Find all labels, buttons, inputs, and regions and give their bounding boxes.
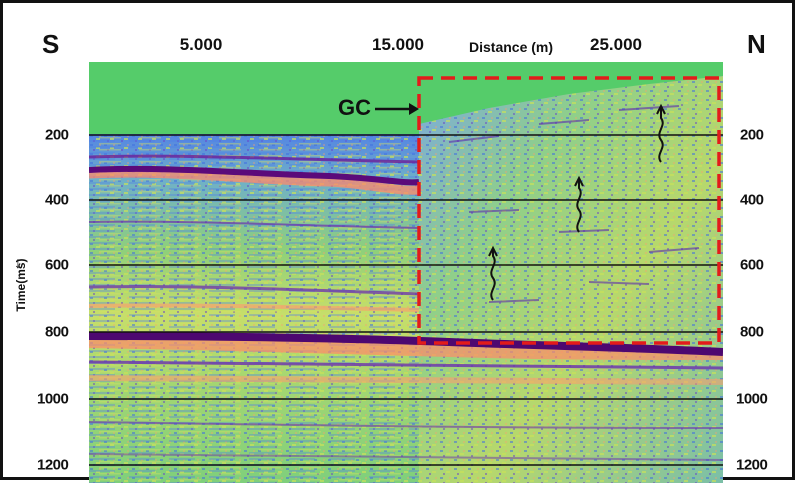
x-tick-label-25000: 25.000 [590, 35, 642, 54]
y-tick-label-left-600: 600 [45, 256, 69, 274]
x-axis-title: Distance (m) [469, 39, 554, 55]
y-tick-label-left-1200: 1200 [37, 456, 69, 474]
y-tick-label-left-400: 400 [45, 191, 69, 209]
seismic-section [89, 62, 723, 483]
south-label: S [42, 29, 60, 59]
north-label: N [747, 29, 766, 59]
y-tick-label-left-200: 200 [45, 126, 69, 144]
gc-arrow-icon [375, 103, 419, 115]
y-tick-label-left-1000: 1000 [37, 390, 69, 408]
y-tick-label-right-600: 600 [740, 256, 764, 274]
x-tick-label-5000: 5.000 [179, 35, 223, 54]
y-tick-label-right-200: 200 [740, 126, 764, 144]
y-tick-label-left-800: 800 [45, 323, 69, 341]
gc-annotation-label: GC [338, 95, 371, 120]
y-tick-label-right-1000: 1000 [736, 390, 768, 408]
y-axis-title: Time(ms) [14, 258, 28, 312]
y-tick-label-right-1200: 1200 [736, 456, 768, 474]
y-tick-label-right-400: 400 [740, 191, 764, 209]
y-axis-arrow-icon: ↓ [14, 255, 22, 272]
y-tick-label-right-800: 800 [740, 323, 764, 341]
x-tick-label-15000: 15.000 [372, 35, 424, 54]
